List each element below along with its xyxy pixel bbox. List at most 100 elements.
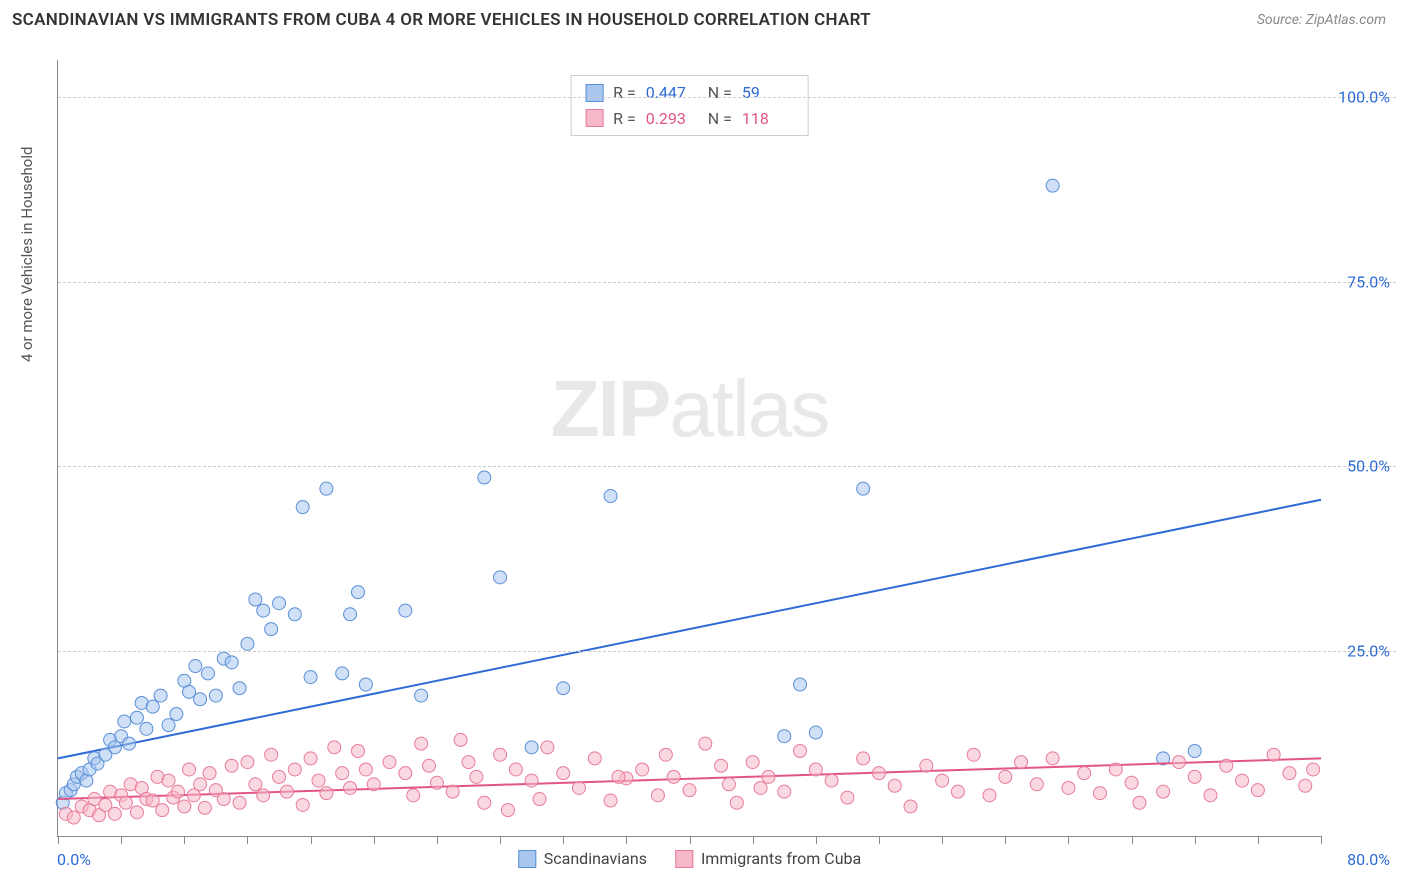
x-tick bbox=[58, 836, 59, 844]
data-point bbox=[509, 763, 522, 776]
data-point bbox=[265, 748, 278, 761]
data-point bbox=[715, 759, 728, 772]
data-point bbox=[201, 667, 214, 680]
data-point bbox=[130, 711, 143, 724]
data-point bbox=[273, 770, 286, 783]
data-point bbox=[1267, 748, 1280, 761]
data-point bbox=[225, 759, 238, 772]
data-point bbox=[170, 708, 183, 721]
data-point bbox=[146, 794, 159, 807]
data-point bbox=[1046, 752, 1059, 765]
data-point bbox=[1109, 763, 1122, 776]
x-tick bbox=[311, 836, 312, 844]
x-tick bbox=[500, 836, 501, 844]
legend-item: Immigrants from Cuba bbox=[675, 849, 861, 868]
y-tick-label: 100.0% bbox=[1338, 87, 1390, 106]
data-point bbox=[265, 623, 278, 636]
y-tick-label: 75.0% bbox=[1347, 272, 1390, 291]
data-point bbox=[367, 778, 380, 791]
data-point bbox=[383, 756, 396, 769]
data-point bbox=[1046, 179, 1059, 192]
data-point bbox=[1133, 796, 1146, 809]
data-point bbox=[809, 726, 822, 739]
data-point bbox=[249, 778, 262, 791]
data-point bbox=[478, 796, 491, 809]
data-point bbox=[841, 791, 854, 804]
data-point bbox=[359, 678, 372, 691]
data-point bbox=[67, 811, 80, 824]
data-point bbox=[320, 787, 333, 800]
x-max-label: 80.0% bbox=[1347, 850, 1390, 869]
x-tick bbox=[942, 836, 943, 844]
data-point bbox=[1157, 785, 1170, 798]
x-tick bbox=[247, 836, 248, 844]
data-point bbox=[1172, 756, 1185, 769]
data-point bbox=[659, 748, 672, 761]
data-point bbox=[667, 770, 680, 783]
data-point bbox=[415, 689, 428, 702]
data-point bbox=[344, 608, 357, 621]
data-point bbox=[1236, 774, 1249, 787]
data-point bbox=[636, 763, 649, 776]
trend-line bbox=[58, 500, 1321, 759]
data-point bbox=[194, 693, 207, 706]
data-point bbox=[462, 756, 475, 769]
data-point bbox=[501, 804, 514, 817]
data-point bbox=[304, 752, 317, 765]
data-point bbox=[351, 745, 364, 758]
data-point bbox=[470, 770, 483, 783]
grid-line bbox=[58, 97, 1396, 98]
grid-line bbox=[58, 651, 1396, 652]
data-point bbox=[280, 785, 293, 798]
data-point bbox=[183, 763, 196, 776]
data-point bbox=[888, 779, 901, 792]
data-point bbox=[857, 482, 870, 495]
data-point bbox=[794, 745, 807, 758]
data-point bbox=[604, 794, 617, 807]
x-tick bbox=[1068, 836, 1069, 844]
legend-swatch bbox=[675, 850, 693, 868]
data-point bbox=[423, 759, 436, 772]
data-point bbox=[225, 656, 238, 669]
data-point bbox=[722, 778, 735, 791]
data-point bbox=[130, 806, 143, 819]
data-point bbox=[156, 804, 169, 817]
data-point bbox=[233, 796, 246, 809]
data-point bbox=[983, 789, 996, 802]
x-tick bbox=[626, 836, 627, 844]
data-point bbox=[336, 767, 349, 780]
data-point bbox=[557, 767, 570, 780]
data-point bbox=[351, 586, 364, 599]
data-point bbox=[857, 752, 870, 765]
x-tick bbox=[184, 836, 185, 844]
data-point bbox=[288, 608, 301, 621]
data-point bbox=[171, 785, 184, 798]
data-point bbox=[296, 501, 309, 514]
data-point bbox=[904, 800, 917, 813]
y-tick-label: 25.0% bbox=[1347, 642, 1390, 661]
data-point bbox=[209, 689, 222, 702]
data-point bbox=[1078, 767, 1091, 780]
data-point bbox=[1093, 787, 1106, 800]
data-point bbox=[699, 737, 712, 750]
data-point bbox=[588, 752, 601, 765]
data-point bbox=[241, 637, 254, 650]
data-point bbox=[257, 604, 270, 617]
x-tick bbox=[879, 836, 880, 844]
data-point bbox=[123, 737, 136, 750]
data-point bbox=[312, 774, 325, 787]
data-point bbox=[746, 756, 759, 769]
data-point bbox=[730, 796, 743, 809]
data-point bbox=[604, 490, 617, 503]
data-point bbox=[119, 796, 132, 809]
x-tick bbox=[563, 836, 564, 844]
x-tick bbox=[816, 836, 817, 844]
data-point bbox=[178, 800, 191, 813]
data-point bbox=[999, 770, 1012, 783]
data-point bbox=[415, 737, 428, 750]
legend-item: Scandinavians bbox=[518, 849, 647, 868]
x-tick bbox=[1195, 836, 1196, 844]
chart-title: SCANDINAVIAN VS IMMIGRANTS FROM CUBA 4 O… bbox=[12, 10, 871, 30]
data-point bbox=[683, 784, 696, 797]
data-point bbox=[951, 785, 964, 798]
